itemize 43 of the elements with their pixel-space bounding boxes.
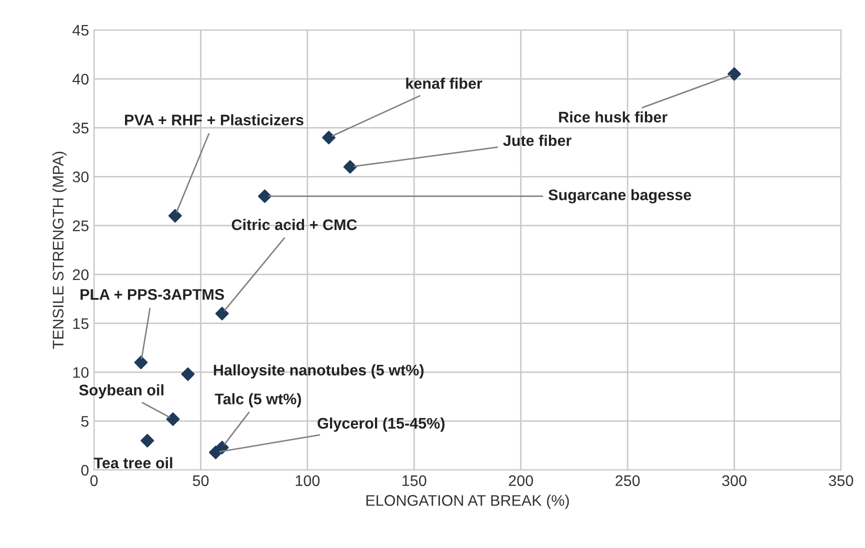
- y-tick-label: 25: [72, 220, 88, 232]
- point: [134, 356, 148, 370]
- annotation: PVA + RHF + Plasticizers: [125, 114, 304, 126]
- x-axis-title: ELONGATION AT BREAK (%): [366, 494, 569, 509]
- point: [181, 367, 195, 381]
- point: [343, 160, 357, 174]
- x-tick-label: 100: [296, 475, 320, 486]
- y-tick-label: 45: [72, 25, 88, 36]
- annotation: Glycerol (15-45%): [318, 418, 445, 432]
- point: [215, 306, 229, 320]
- y-tick-label: 30: [72, 172, 89, 182]
- y-axis-title: TENSILE STRENGTH (MPA): [52, 152, 67, 349]
- y-tick-label: 0: [81, 464, 89, 476]
- point: [208, 446, 222, 460]
- y-tick-label: 10: [73, 367, 89, 378]
- point: [322, 130, 336, 144]
- x-tick-label: 250: [616, 475, 640, 486]
- annotation: kenaf fiber: [406, 78, 482, 89]
- annotation: Halloysite nanotubes (5 wt%): [214, 364, 424, 379]
- annotation: Rice husk fiber: [559, 111, 668, 123]
- point: [140, 434, 154, 448]
- y-tick-label: 20: [72, 269, 89, 280]
- annotation: Sugarcane bagesse: [548, 189, 692, 204]
- x-tick-label: 300: [722, 475, 746, 486]
- x-tick-label: 0: [90, 475, 98, 486]
- y-tick-label: 40: [72, 74, 89, 85]
- y-tick-label: 15: [73, 318, 88, 330]
- x-tick-label: 200: [508, 475, 534, 486]
- x-tick-label: 150: [402, 475, 426, 486]
- point: [168, 209, 182, 223]
- x-tick-label: 350: [828, 475, 854, 486]
- point: [166, 412, 180, 426]
- annotation: Talc (5 wt%): [214, 393, 301, 408]
- x-tick-label: 50: [192, 475, 209, 486]
- annotation: Jute fiber: [503, 134, 572, 146]
- annotation: Soybean oil: [79, 384, 164, 398]
- annotation: PLA + PPS-3APTMS: [80, 289, 224, 300]
- point: [728, 67, 742, 81]
- annotation: Citric acid + CMC: [232, 218, 357, 230]
- annotation: Tea tree oil: [94, 457, 172, 468]
- y-tick-label: 5: [81, 416, 88, 427]
- y-tick-label: 35: [72, 122, 88, 134]
- point: [258, 189, 272, 203]
